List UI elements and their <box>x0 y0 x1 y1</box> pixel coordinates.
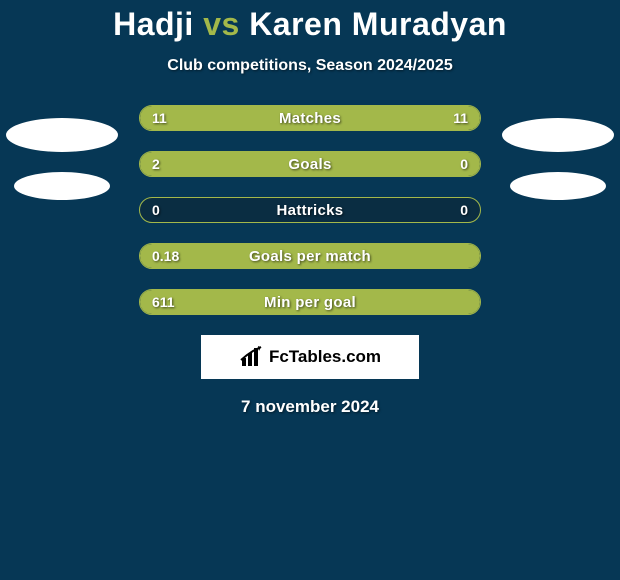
player1-name: Hadji <box>113 6 194 42</box>
stat-label: Hattricks <box>140 198 480 222</box>
decoration-left <box>6 118 118 220</box>
decoration-right <box>502 118 614 220</box>
player2-name: Karen Muradyan <box>249 6 507 42</box>
stat-label: Goals <box>140 152 480 176</box>
stat-label: Min per goal <box>140 290 480 314</box>
stat-row: 0.18Goals per match <box>139 243 481 269</box>
date-text: 7 november 2024 <box>0 397 620 417</box>
stat-row: 20Goals <box>139 151 481 177</box>
chart-icon <box>239 346 265 368</box>
vs-text: vs <box>203 6 240 42</box>
stats-container: 1111Matches 20Goals 00Hattricks 0.18Goals p… <box>139 105 481 315</box>
ellipse-icon <box>6 118 118 152</box>
ellipse-icon <box>502 118 614 152</box>
stat-label: Matches <box>140 106 480 130</box>
ellipse-icon <box>510 172 606 200</box>
stat-row: 00Hattricks <box>139 197 481 223</box>
logo-box: FcTables.com <box>201 335 419 379</box>
logo-text: FcTables.com <box>269 347 381 367</box>
stat-row: 1111Matches <box>139 105 481 131</box>
ellipse-icon <box>14 172 110 200</box>
subtitle: Club competitions, Season 2024/2025 <box>0 57 620 75</box>
stat-row: 611Min per goal <box>139 289 481 315</box>
page-title: Hadji vs Karen Muradyan <box>0 0 620 43</box>
stat-label: Goals per match <box>140 244 480 268</box>
